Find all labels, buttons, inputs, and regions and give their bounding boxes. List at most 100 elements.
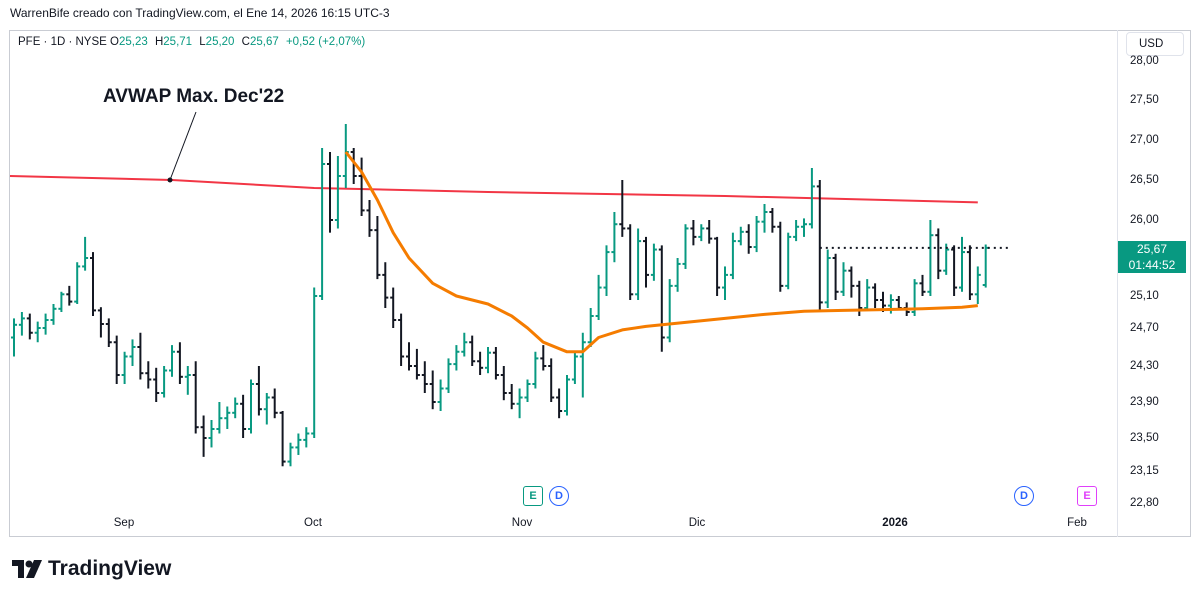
dividend-event-icon[interactable]: D (549, 486, 569, 506)
ohlc-bar (311, 287, 318, 438)
ohlc-bar (793, 220, 800, 242)
ohlc-bar (500, 366, 507, 401)
low-value: 25,20 (205, 36, 235, 48)
price-tick: 27,50 (1130, 94, 1159, 106)
ohlc-bar (706, 220, 713, 244)
ohlc-bar (11, 318, 17, 357)
ohlc-bar (745, 224, 752, 254)
ohlc-bar (279, 411, 286, 467)
time-tick: Feb (1067, 517, 1087, 529)
ohlc-bar (42, 313, 49, 335)
ohlc-bar (413, 348, 420, 380)
avwap-line[interactable] (9, 175, 978, 204)
ohlc-bar (524, 379, 531, 402)
ohlc-bar (595, 274, 602, 320)
last-price-badge: 25,67 (1118, 241, 1186, 257)
ohlc-bar (113, 335, 120, 384)
ohlc-bar (255, 366, 262, 416)
time-tick: Sep (113, 517, 135, 529)
ohlc-bar (295, 433, 302, 455)
ohlc-bar (58, 291, 65, 312)
ohlc-bar (437, 379, 444, 411)
price-tick: 27,00 (1130, 134, 1159, 146)
ohlc-bar (303, 427, 310, 448)
avwap-annotation[interactable]: AVWAP Max. Dec'22 (103, 86, 285, 107)
ohlc-bar (658, 245, 665, 352)
ohlc-bar (619, 180, 626, 237)
ohlc-bar (564, 375, 570, 416)
ohlc-bar (761, 204, 768, 233)
tradingview-logo-icon (12, 560, 42, 578)
ohlc-bar (643, 236, 649, 288)
ohlc-bar (366, 200, 373, 237)
ohlc-bar (722, 266, 728, 300)
ohlc-bar (271, 388, 278, 419)
symbol-legend[interactable]: PFE · 1D · NYSE O25,23 H25,71 L25,20 C25… (18, 36, 365, 48)
change-value: +0,52 (+2,07%) (285, 36, 366, 48)
ohlc-bar (516, 388, 523, 419)
ohlc-bar (729, 232, 736, 280)
ohlc-bar (714, 236, 721, 296)
open-label: O (110, 36, 119, 48)
chart-pane[interactable] (9, 30, 1191, 537)
ohlc-bar (453, 345, 460, 371)
ohlc-bar (232, 397, 239, 419)
ohlc-bar (477, 351, 484, 375)
price-tick: 25,10 (1130, 290, 1159, 302)
price-tick: 23,15 (1130, 465, 1159, 477)
ohlc-bar (263, 393, 270, 425)
ohlc-bar (192, 361, 199, 434)
close-value: 25,67 (249, 36, 279, 48)
ohlc-bar (611, 212, 618, 263)
ohlc-bar (240, 394, 247, 438)
ohlc-bar (161, 366, 168, 398)
time-tick: Nov (511, 517, 533, 529)
ohlc-bar (627, 224, 634, 300)
ohlc-bar (382, 262, 389, 308)
ohlc-bar (864, 279, 871, 311)
ohlc-bar (406, 342, 412, 371)
ohlc-bar (951, 245, 958, 296)
ohlc-bar (445, 358, 452, 393)
moving-average-line[interactable] (344, 151, 978, 354)
ohlc-bar (350, 148, 357, 184)
ohlc-bar (801, 218, 807, 237)
ohlc-bar (18, 312, 25, 336)
ohlc-bar (50, 304, 57, 325)
ohlc-bar (390, 287, 397, 328)
close-label: C (241, 36, 250, 48)
ohlc-bar (872, 283, 879, 308)
ohlc-bar (753, 216, 760, 253)
price-tick: 26,00 (1130, 214, 1159, 226)
tradingview-logo[interactable]: TradingView (12, 557, 171, 581)
ohlc-bar (919, 274, 926, 296)
ohlc-bar (492, 347, 499, 380)
chart-credit: WarrenBife creado con TradingView.com, e… (10, 6, 390, 20)
symbol-title[interactable]: PFE · 1D · NYSE (18, 36, 107, 48)
ohlc-bar (374, 216, 381, 280)
ohlc-bar (571, 351, 578, 384)
ohlc-bar (540, 345, 547, 371)
ohlc-bar (650, 243, 657, 281)
dividend-event-icon[interactable]: D (1014, 486, 1034, 506)
ohlc-bar (666, 279, 673, 343)
ohlc-bar (34, 321, 41, 343)
currency-button[interactable]: USD (1126, 32, 1184, 56)
ohlc-bar (982, 244, 989, 288)
ohlc-bar (816, 180, 823, 311)
earnings-event-icon[interactable]: E (523, 486, 543, 506)
ohlc-bar (682, 224, 689, 269)
ohlc-bar (248, 379, 254, 434)
ohlc-bar (548, 358, 555, 402)
ohlc-bar (121, 351, 128, 384)
annotation-callout-line[interactable] (167, 111, 197, 183)
earnings-event-icon[interactable]: E (1077, 486, 1097, 506)
ohlc-bar (200, 415, 207, 457)
ohlc-bar (556, 388, 563, 419)
ohlc-bar (485, 347, 491, 374)
ohlc-bar (216, 402, 223, 434)
ohlc-bar (587, 308, 594, 347)
ohlc-bar (334, 156, 341, 229)
price-tick: 24,30 (1130, 360, 1159, 372)
